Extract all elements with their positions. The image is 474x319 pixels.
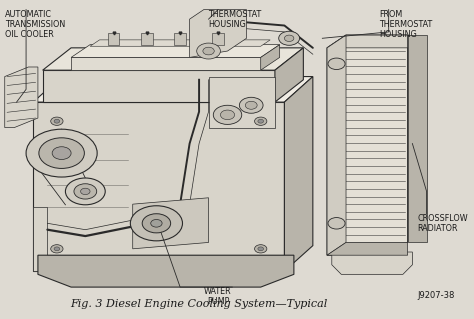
Circle shape: [51, 245, 63, 253]
Polygon shape: [43, 48, 303, 70]
Text: THERMOSTAT
HOUSING: THERMOSTAT HOUSING: [209, 10, 262, 29]
Circle shape: [39, 138, 84, 168]
Polygon shape: [71, 45, 280, 57]
Text: FROM
THERMOSTAT
HOUSING: FROM THERMOSTAT HOUSING: [379, 10, 432, 39]
Circle shape: [197, 43, 220, 59]
Polygon shape: [275, 48, 303, 102]
Text: WATER
PUMP: WATER PUMP: [204, 287, 232, 307]
Circle shape: [258, 247, 264, 251]
Circle shape: [246, 101, 257, 109]
Text: AUTOMATIC
TRANSMISSION
OIL COOLER: AUTOMATIC TRANSMISSION OIL COOLER: [5, 10, 65, 39]
Circle shape: [328, 218, 345, 229]
Circle shape: [284, 35, 294, 41]
Polygon shape: [90, 40, 270, 46]
Polygon shape: [327, 35, 408, 255]
Polygon shape: [408, 35, 427, 242]
Polygon shape: [5, 67, 38, 128]
Circle shape: [65, 178, 105, 205]
Circle shape: [239, 97, 263, 113]
Circle shape: [54, 247, 60, 251]
Polygon shape: [261, 45, 280, 70]
Circle shape: [203, 47, 214, 55]
Circle shape: [220, 110, 235, 120]
Circle shape: [151, 219, 162, 227]
Polygon shape: [190, 10, 246, 57]
Polygon shape: [133, 198, 209, 249]
Polygon shape: [108, 33, 119, 45]
Polygon shape: [38, 255, 294, 287]
Circle shape: [255, 245, 267, 253]
Polygon shape: [327, 35, 346, 255]
Circle shape: [258, 119, 264, 123]
Text: Fig. 3 Diesel Engine Cooling System—Typical: Fig. 3 Diesel Engine Cooling System—Typi…: [71, 300, 328, 309]
Circle shape: [213, 105, 242, 124]
Circle shape: [74, 184, 97, 199]
Polygon shape: [332, 252, 412, 274]
Circle shape: [81, 188, 90, 195]
Circle shape: [255, 117, 267, 125]
Polygon shape: [33, 77, 313, 102]
Polygon shape: [174, 33, 186, 45]
Polygon shape: [33, 102, 284, 271]
Polygon shape: [43, 70, 275, 102]
Circle shape: [279, 31, 300, 45]
Polygon shape: [327, 35, 408, 48]
Circle shape: [52, 147, 71, 160]
Circle shape: [328, 58, 345, 70]
Circle shape: [26, 129, 97, 177]
Polygon shape: [284, 77, 313, 271]
Circle shape: [54, 119, 60, 123]
Circle shape: [130, 206, 182, 241]
Polygon shape: [212, 33, 224, 45]
Text: CROSSFLOW
RADIATOR: CROSSFLOW RADIATOR: [417, 214, 468, 233]
Polygon shape: [71, 57, 261, 70]
Text: J9207-38: J9207-38: [418, 291, 455, 300]
Circle shape: [142, 214, 171, 233]
Polygon shape: [209, 77, 275, 128]
Polygon shape: [327, 242, 408, 255]
Circle shape: [51, 117, 63, 125]
Polygon shape: [33, 207, 284, 271]
Polygon shape: [141, 33, 153, 45]
